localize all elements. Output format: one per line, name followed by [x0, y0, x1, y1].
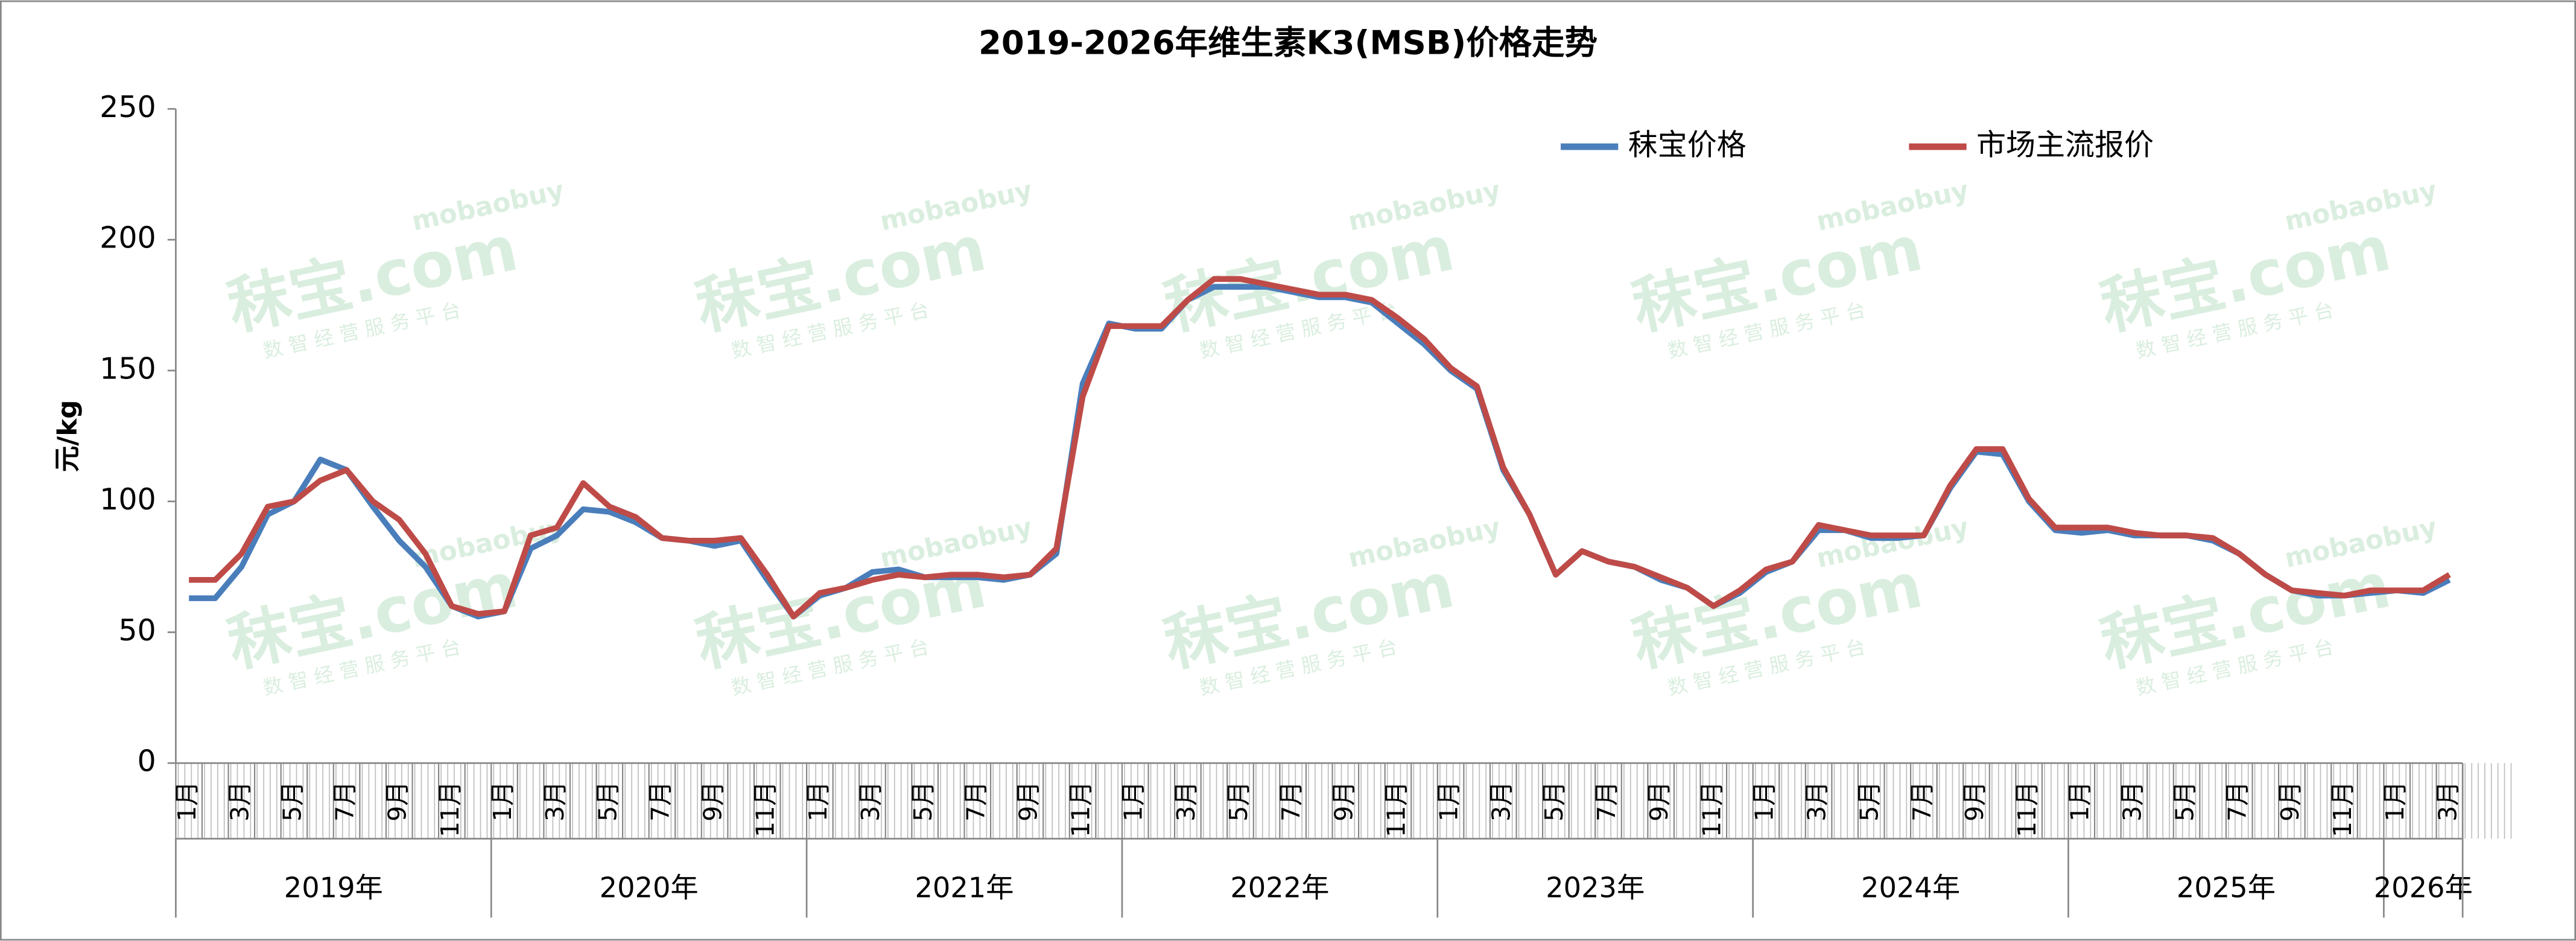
x-tick-label: 9月 [1014, 781, 1042, 821]
y-tick-label: 0 [138, 744, 156, 779]
x-tick-label: 5月 [909, 781, 937, 821]
series-line [189, 276, 2451, 620]
x-tick-label: 3月 [1172, 781, 1201, 821]
x-tick-label: 11月 [2013, 781, 2041, 837]
y-tick-label: 150 [100, 351, 156, 386]
x-tick-label: 7月 [1592, 781, 1621, 821]
x-tick-label: 7月 [2223, 781, 2252, 821]
x-tick-label: 9月 [699, 781, 728, 821]
legend-label: 秣宝价格 [1628, 128, 1746, 162]
x-tick-label: 9月 [1960, 781, 1989, 821]
y-tick-label: 250 [100, 90, 156, 124]
x-tick-label: 3月 [1487, 781, 1516, 821]
x-tick-label: 3月 [2433, 781, 2462, 821]
year-label: 2025年 [2177, 871, 2276, 904]
x-tick-label: 1月 [804, 781, 833, 821]
x-tick-label: 7月 [331, 781, 360, 821]
x-tick-label: 5月 [1855, 781, 1884, 821]
x-tick-label: 3月 [225, 781, 254, 821]
y-tick-label: 50 [118, 613, 156, 648]
y-tick-label: 100 [100, 482, 156, 517]
year-label: 2022年 [1230, 871, 1329, 904]
year-label: 2020年 [600, 871, 699, 904]
legend-label: 市场主流报价 [1976, 128, 2154, 162]
x-tick-label: 3月 [856, 781, 885, 821]
x-tick-label: 5月 [1224, 781, 1253, 821]
x-tick-label: 7月 [1908, 781, 1937, 821]
x-tick-label: 5月 [1540, 781, 1569, 821]
x-tick-label: 5月 [278, 781, 306, 821]
x-tick-label: 1月 [2381, 781, 2409, 821]
x-tick-label: 11月 [751, 781, 780, 837]
x-tick-label: 9月 [383, 781, 412, 821]
x-tick-label: 1月 [1435, 781, 1464, 821]
x-tick-label: 9月 [2276, 781, 2305, 821]
x-tick-label: 7月 [646, 781, 674, 821]
year-label: 2024年 [1861, 871, 1960, 904]
chart-title: 2019-2026年维生素K3(MSB)价格走势 [979, 23, 1597, 62]
x-tick-label: 3月 [1803, 781, 1832, 821]
x-tick-label: 11月 [1382, 781, 1410, 837]
x-tick-label: 1月 [2065, 781, 2094, 821]
x-tick-label: 1月 [488, 781, 517, 821]
y-axis-label: 元/kg [52, 400, 83, 472]
x-tick-label: 1月 [173, 781, 201, 821]
x-tick-label: 1月 [1750, 781, 1778, 821]
y-tick-label: 200 [100, 221, 156, 255]
x-tick-label: 9月 [1329, 781, 1358, 821]
year-label: 2021年 [915, 871, 1014, 904]
year-label: 2019年 [284, 871, 383, 904]
x-tick-label: 11月 [1697, 781, 1726, 837]
x-tick-label: 9月 [1645, 781, 1673, 821]
minor-ticks [176, 763, 2516, 839]
x-tick-label: 7月 [1277, 781, 1305, 821]
x-tick-label: 3月 [541, 781, 569, 821]
year-label: 2023年 [1546, 871, 1645, 904]
year-label: 2026年 [2374, 871, 2473, 904]
x-tick-label: 5月 [593, 781, 622, 821]
x-tick-label: 5月 [2171, 781, 2200, 821]
x-tick-label: 11月 [1067, 781, 1096, 837]
x-tick-label: 11月 [436, 781, 465, 837]
x-tick-label: 7月 [961, 781, 990, 821]
x-tick-label: 11月 [2328, 781, 2357, 837]
x-tick-label: 3月 [2118, 781, 2146, 821]
x-tick-label: 1月 [1119, 781, 1148, 821]
